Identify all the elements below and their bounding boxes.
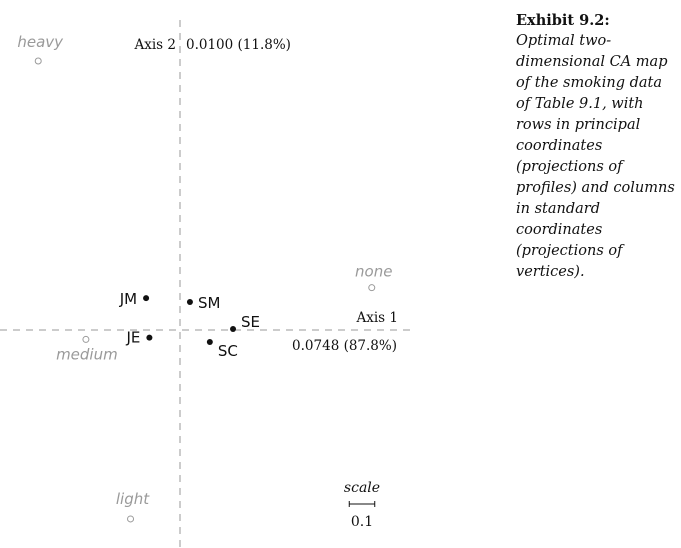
axis-2-inertia: 0.0100 (11.8%) [186,37,291,53]
row-point-se [230,325,237,332]
row-point-jm [143,295,150,302]
caption-body: Optimal two-dimensional CA map of the sm… [516,33,675,280]
column-point-none [368,284,376,292]
axis-1-inertia: 0.0748 (87.8%) [292,338,397,354]
scale-label: scale [344,480,380,496]
row-label-se: SE [241,313,260,331]
axis-1-name: Axis 1 [356,310,399,326]
scale-value: 0.1 [351,514,373,530]
map-points: SM JM SE JE SC none light medium heavy [17,33,392,523]
column-label-light: light [116,490,150,508]
row-point-sm [186,298,193,305]
row-label-sm: SM [198,294,220,312]
column-point-heavy [34,57,42,65]
row-label-je: JE [125,329,140,347]
row-label-jm: JM [119,290,137,308]
row-point-je [146,334,153,341]
row-label-sc: SC [218,342,238,360]
caption-title: Exhibit 9.2: [516,12,610,29]
axis-2-name: Axis 2 [134,37,177,53]
column-label-none: none [355,263,392,281]
column-point-medium [82,335,90,343]
column-label-medium: medium [56,345,118,363]
row-point-sc [206,338,213,345]
column-label-heavy: heavy [17,33,64,51]
figure-caption: Exhibit 9.2: Optimal two-dimensional CA … [516,10,676,283]
column-point-light [127,515,135,523]
